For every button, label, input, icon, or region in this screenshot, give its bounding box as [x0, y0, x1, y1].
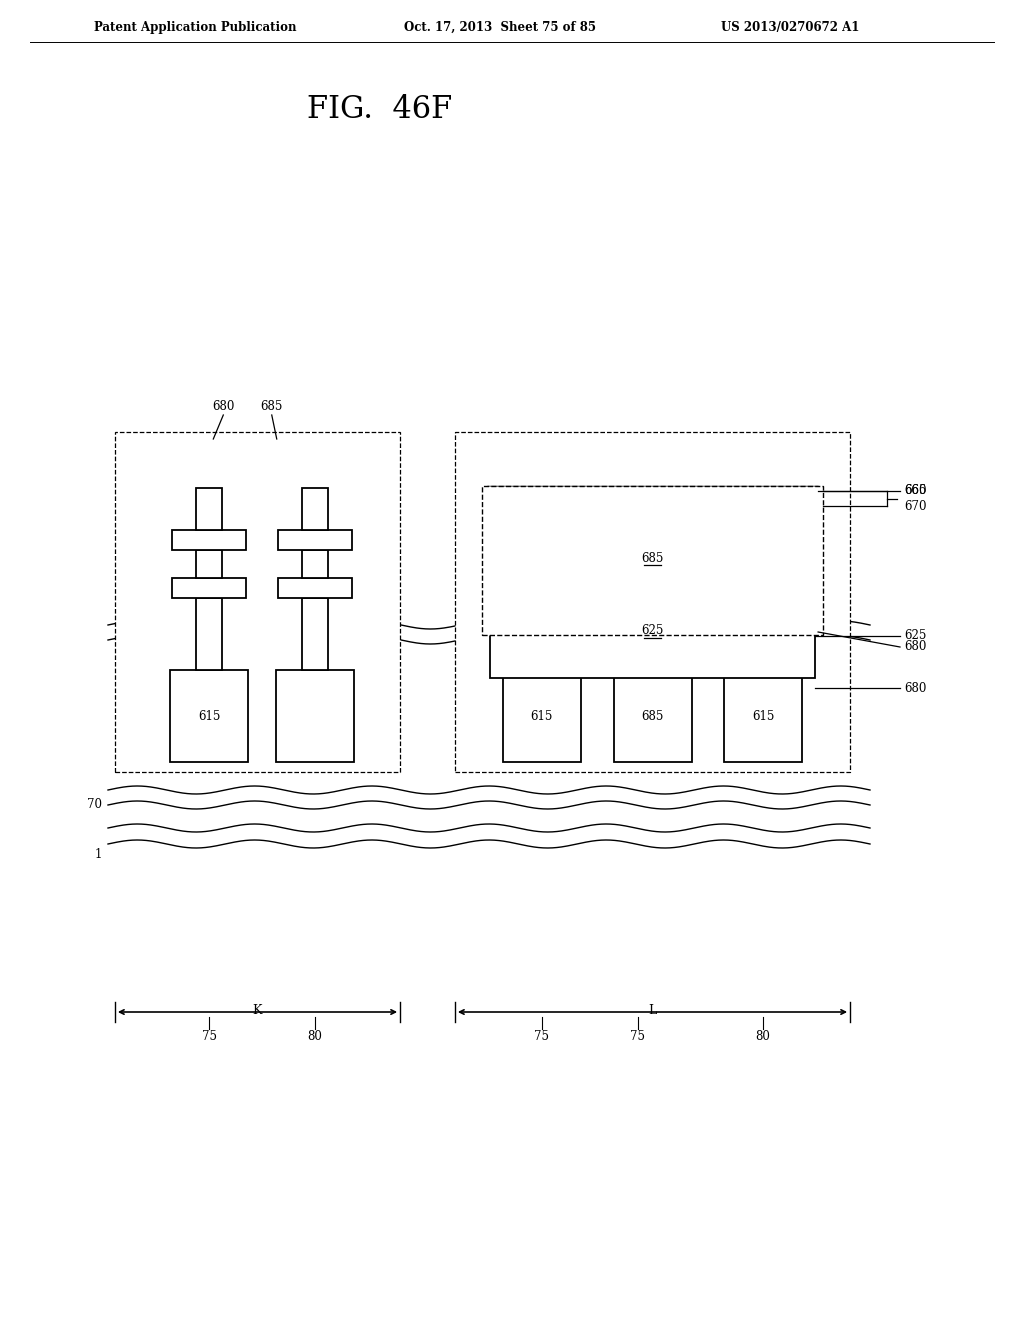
Text: 625: 625: [904, 630, 927, 642]
Text: 685: 685: [641, 552, 664, 565]
Bar: [482, 486, 823, 635]
Bar: [751, 598, 776, 671]
Bar: [497, 496, 808, 620]
Text: 670: 670: [904, 499, 927, 512]
Text: 75: 75: [535, 1031, 550, 1044]
Text: 75: 75: [630, 1031, 645, 1044]
Bar: [115, 432, 400, 772]
Text: 625: 625: [641, 624, 664, 638]
Bar: [640, 550, 666, 578]
Bar: [117, 442, 398, 488]
Bar: [301, 550, 328, 578]
Bar: [529, 598, 555, 671]
Bar: [751, 550, 776, 578]
Text: 80: 80: [756, 1031, 770, 1044]
Text: 70: 70: [87, 799, 102, 812]
Bar: [726, 531, 800, 550]
Text: 685: 685: [641, 710, 664, 722]
Bar: [196, 598, 222, 671]
Text: 660: 660: [904, 484, 927, 498]
Bar: [489, 593, 815, 678]
Text: 665: 665: [904, 484, 927, 498]
Bar: [503, 671, 581, 762]
Text: 1: 1: [94, 847, 102, 861]
Text: 75: 75: [202, 1031, 216, 1044]
Bar: [640, 488, 666, 531]
Text: FIG.  46F: FIG. 46F: [307, 95, 453, 125]
Bar: [751, 488, 776, 531]
Bar: [172, 578, 246, 598]
Bar: [170, 671, 248, 762]
Bar: [275, 671, 353, 762]
Bar: [724, 671, 802, 762]
Bar: [278, 531, 351, 550]
Text: Oct. 17, 2013  Sheet 75 of 85: Oct. 17, 2013 Sheet 75 of 85: [404, 21, 596, 33]
Text: 615: 615: [198, 710, 220, 722]
Text: 615: 615: [752, 710, 774, 722]
Bar: [726, 578, 800, 598]
Text: 615: 615: [530, 710, 553, 722]
Bar: [455, 432, 850, 772]
Bar: [505, 578, 579, 598]
Bar: [529, 488, 555, 531]
Text: US 2013/0270672 A1: US 2013/0270672 A1: [721, 21, 859, 33]
Bar: [278, 578, 351, 598]
Bar: [640, 598, 666, 671]
Text: L: L: [648, 1003, 656, 1016]
Text: 685: 685: [260, 400, 283, 413]
Text: K: K: [253, 1003, 262, 1016]
Text: 80: 80: [307, 1031, 322, 1044]
Bar: [615, 531, 689, 550]
Bar: [196, 488, 222, 531]
Bar: [301, 598, 328, 671]
Text: 680: 680: [212, 400, 234, 413]
Bar: [505, 531, 579, 550]
Bar: [613, 671, 691, 762]
Text: 680: 680: [904, 640, 927, 653]
Bar: [196, 550, 222, 578]
Bar: [301, 488, 328, 531]
Text: 680: 680: [904, 681, 927, 694]
Bar: [172, 531, 246, 550]
Bar: [615, 578, 689, 598]
Bar: [486, 486, 818, 630]
Bar: [529, 550, 555, 578]
Bar: [457, 442, 848, 488]
Text: Patent Application Publication: Patent Application Publication: [94, 21, 296, 33]
